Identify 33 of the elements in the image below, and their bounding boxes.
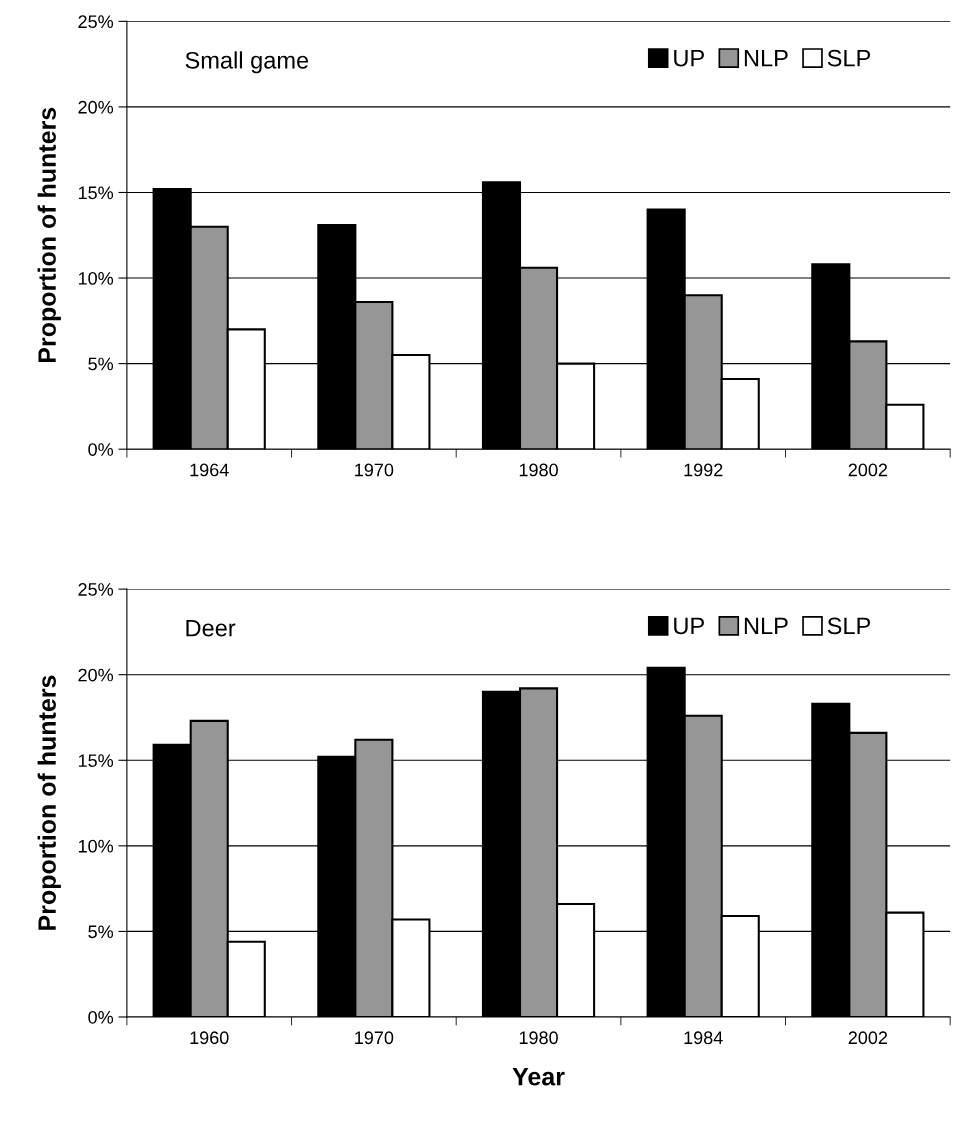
- legend-label: SLP: [827, 617, 871, 635]
- y-tick-label: 25%: [78, 583, 114, 596]
- x-tick-label: 2002: [848, 1031, 888, 1045]
- y-tick-label: 15%: [78, 754, 114, 767]
- y-tick-label: 5%: [88, 925, 114, 939]
- y-tick-label: 25%: [78, 15, 114, 29]
- y-tick-label: 20%: [78, 668, 114, 682]
- y-tick-label: 10%: [78, 839, 114, 853]
- legend-label: SLP: [827, 49, 871, 67]
- y-axis-title: Proportion of hunters: [37, 107, 61, 363]
- y-tick-label: 0%: [88, 443, 114, 456]
- y-tick-label: 20%: [78, 100, 114, 114]
- y-tick-label: 10%: [78, 271, 114, 285]
- y-axis-title: Proportion of hunters: [37, 675, 61, 930]
- x-tick-label: 1980: [519, 463, 558, 477]
- x-tick-label: 1964: [190, 463, 229, 477]
- legend-label: UP: [674, 50, 704, 67]
- text: Small game: [185, 51, 309, 74]
- text: Deer: [186, 619, 236, 637]
- x-tick-label: 1984: [684, 1031, 723, 1045]
- legend-label: UP: [674, 617, 704, 635]
- x-tick-label: 1992: [684, 463, 723, 477]
- x-axis-title: Year: [512, 1068, 565, 1086]
- legend-label: NLP: [744, 617, 788, 635]
- y-tick-label: 0%: [88, 1010, 114, 1024]
- y-tick-label: 15%: [78, 186, 114, 200]
- y-tick-label: 5%: [88, 357, 114, 371]
- x-tick-label: 1960: [190, 1031, 229, 1045]
- legend-label: NLP: [744, 50, 788, 67]
- x-tick-label: 1970: [355, 463, 394, 477]
- x-tick-label: 1970: [355, 1031, 394, 1045]
- x-tick-label: 2002: [848, 463, 888, 477]
- x-tick-label: 1980: [519, 1031, 558, 1045]
